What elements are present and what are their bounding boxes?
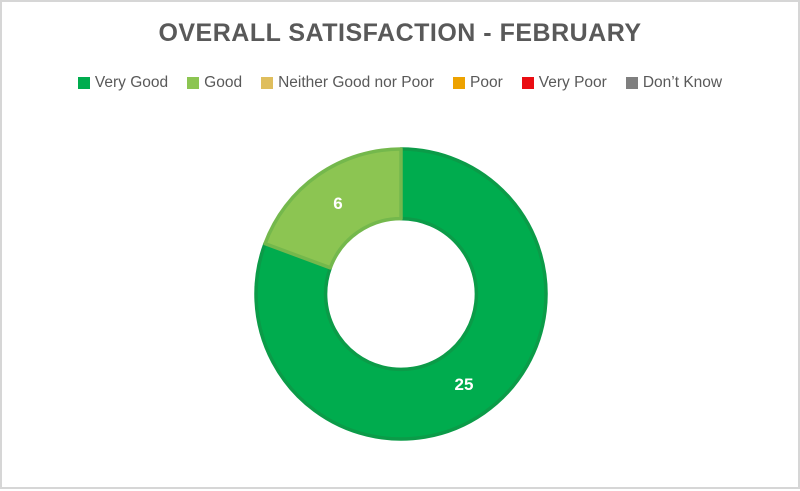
legend-item-label: Very Poor — [538, 74, 607, 91]
legend-item-label: Very Good — [94, 74, 169, 91]
legend-swatch-icon — [261, 77, 274, 89]
legend-swatch-icon — [521, 77, 534, 89]
legend-swatch-icon — [77, 77, 90, 89]
legend-item-poor: Poor — [453, 74, 503, 92]
legend-item-very-good: Very Good — [77, 74, 169, 92]
legend-item-label: Don’t Know — [642, 74, 723, 91]
legend-item-label: Poor — [470, 74, 503, 91]
chart-title: OVERALL SATISFACTION - FEBRUARY — [158, 19, 642, 47]
donut-slice-very-good — [254, 147, 548, 441]
legend-swatch-icon — [625, 77, 638, 89]
legend-swatch-icon — [453, 77, 466, 89]
legend-swatch-icon — [187, 77, 200, 89]
legend-item-neither-good-nor-poor: Neither Good nor Poor — [261, 74, 434, 92]
data-label-very-good: 25 — [455, 375, 474, 394]
data-label-good: 6 — [333, 194, 342, 213]
donut-slice-good — [263, 147, 403, 270]
legend-item-very-poor: Very Poor — [521, 74, 607, 92]
legend-item-don-t-know: Don’t Know — [625, 74, 723, 92]
legend-item-good: Good — [187, 74, 242, 92]
legend-item-label: Good — [204, 74, 243, 91]
legend-item-label: Neither Good nor Poor — [278, 74, 435, 91]
chart-legend: Very Good Good Neither Good nor Poor Poor Ve… — [2, 74, 798, 92]
